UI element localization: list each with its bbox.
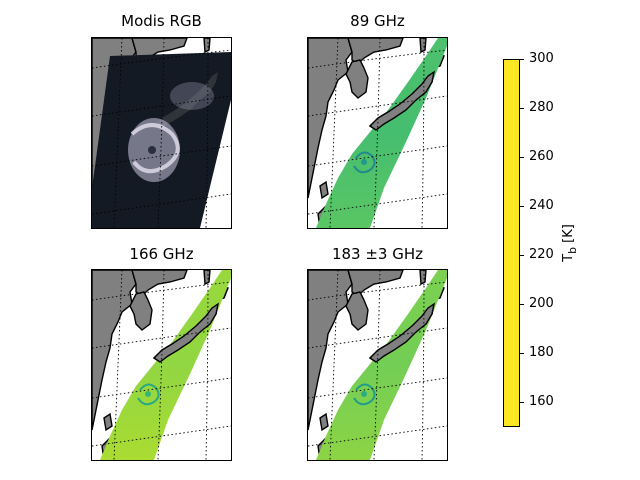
colorbar-tick-label: 200 — [529, 296, 554, 312]
landmass — [347, 38, 404, 65]
landmass — [419, 38, 427, 54]
landmass — [129, 291, 153, 331]
colorbar-tick-mark — [520, 352, 524, 354]
colorbar-tick-mark — [520, 401, 524, 403]
typhoon-eye — [148, 146, 156, 154]
panel-title: 183 ±3 GHz — [331, 245, 424, 263]
colorbar-tick-label: 220 — [529, 247, 554, 263]
storm-feature — [353, 151, 376, 174]
storm-eye — [361, 391, 367, 397]
panel-title: 89 GHz — [350, 12, 405, 30]
colorbar-tick-mark — [520, 303, 524, 305]
landmass — [131, 270, 188, 297]
landmass — [419, 270, 427, 286]
storm-eye — [361, 159, 367, 165]
landmass — [345, 291, 369, 331]
storm-eye — [145, 391, 151, 397]
landmass — [319, 412, 329, 432]
landmass — [308, 270, 353, 431]
map-89ghz — [307, 37, 448, 229]
storm-feature — [353, 383, 376, 406]
colorbar-tick-label: 280 — [529, 100, 554, 116]
cloud-patch — [170, 82, 214, 110]
colorbar-axis-label: Tb [K] — [561, 224, 579, 262]
landmass — [347, 270, 404, 297]
landmass — [308, 38, 353, 199]
modis-land — [154, 72, 218, 130]
map-modis-rgb — [91, 37, 232, 229]
satellite-swath — [316, 270, 447, 460]
colorbar-tick-label: 300 — [529, 51, 554, 66]
colorbar-tick-mark — [520, 205, 524, 207]
landmass — [92, 270, 137, 431]
landmass — [103, 412, 113, 432]
landmass — [319, 180, 329, 200]
satellite-swath — [100, 270, 231, 460]
panel-title: 166 GHz — [129, 245, 194, 263]
colorbar — [503, 59, 520, 427]
colorbar-tick-label: 240 — [529, 198, 554, 214]
colorbar-tick-mark — [520, 254, 524, 256]
map-183ghz — [307, 269, 448, 461]
colorbar-tick-mark — [520, 156, 524, 158]
colorbar-tick-label: 260 — [529, 149, 554, 165]
landmass — [203, 38, 211, 54]
landmass — [152, 302, 220, 363]
map-166ghz — [91, 269, 232, 461]
colorbar-tick-mark — [520, 58, 524, 60]
landmass — [368, 302, 436, 363]
storm-feature — [137, 383, 160, 406]
landmass — [345, 59, 369, 99]
colorbar-tick-label: 180 — [529, 345, 554, 361]
landmass — [203, 270, 211, 286]
satellite-swath — [316, 38, 447, 228]
colorbar-tick-mark — [520, 107, 524, 109]
panel-title: Modis RGB — [121, 12, 202, 30]
landmass — [368, 70, 436, 131]
typhoon-spiral-band — [130, 123, 180, 174]
colorbar-tick-label: 160 — [529, 394, 554, 410]
